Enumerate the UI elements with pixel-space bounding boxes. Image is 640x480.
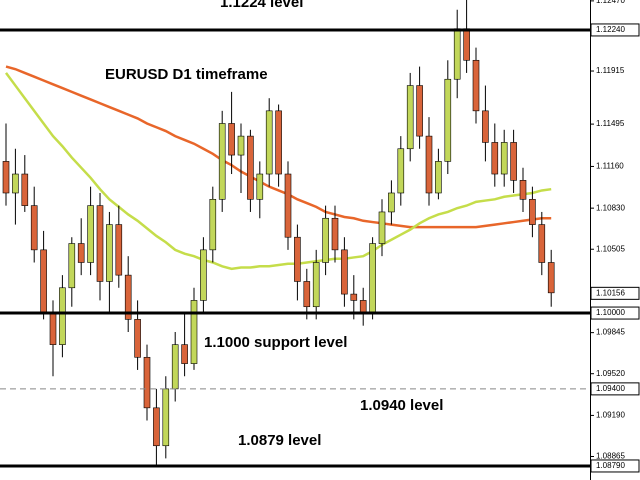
candle-body xyxy=(463,28,470,61)
candle-body xyxy=(49,312,57,345)
level-label-box xyxy=(590,23,640,37)
candle-body xyxy=(247,135,254,200)
moving-average xyxy=(5,65,552,229)
level-label: 1.09400 xyxy=(596,384,625,393)
y-tick-label: 1.10505 xyxy=(596,244,625,253)
candle-body xyxy=(529,199,536,225)
candle-body xyxy=(453,28,461,80)
candle-body xyxy=(12,173,19,194)
candle-body xyxy=(275,110,282,175)
candle-body xyxy=(491,142,499,175)
candle-body xyxy=(30,205,38,251)
candle-body xyxy=(68,243,76,289)
level-label: 1.10000 xyxy=(596,308,625,317)
candle-body xyxy=(472,59,480,112)
candle-body xyxy=(181,344,188,364)
level-label-box xyxy=(590,382,640,396)
candle-body xyxy=(406,85,414,150)
candle-body xyxy=(96,205,104,282)
moving-average xyxy=(4,72,552,271)
candle-body xyxy=(134,319,141,358)
y-tick-label: 1.08865 xyxy=(596,452,625,461)
candle-body xyxy=(435,161,442,194)
candle-body xyxy=(77,243,85,263)
candle-body xyxy=(59,287,66,345)
level-label-box xyxy=(590,459,640,473)
last-price-box xyxy=(590,286,640,300)
candle-body xyxy=(416,85,423,137)
annotation: 1.0879 level xyxy=(238,432,321,449)
candle-body xyxy=(294,236,301,282)
candle-body xyxy=(538,224,546,263)
candle-body xyxy=(284,173,292,238)
y-tick-label: 1.09190 xyxy=(596,411,625,420)
level-label: 1.12240 xyxy=(596,25,625,34)
candle-body xyxy=(200,249,207,301)
candle-body xyxy=(40,249,47,314)
level-label-box xyxy=(590,306,640,320)
candle-body xyxy=(350,293,358,301)
y-tick-label: 1.09520 xyxy=(596,369,625,378)
candle-body xyxy=(369,243,376,314)
candle-body xyxy=(87,205,94,263)
candle-body xyxy=(124,274,132,320)
candle-body xyxy=(388,192,395,213)
candle-body xyxy=(171,344,179,390)
candle-body xyxy=(218,123,226,200)
candle-body xyxy=(425,135,433,194)
candle-body xyxy=(237,135,245,156)
candle-body xyxy=(143,356,151,409)
candle-body xyxy=(115,224,123,276)
candle-body xyxy=(228,123,235,156)
annotation: 1.1000 support level xyxy=(204,334,347,351)
candle-body xyxy=(341,249,348,295)
candle-body xyxy=(190,300,198,364)
candle-body xyxy=(444,78,452,162)
candle-body xyxy=(303,281,311,308)
candle-body xyxy=(482,110,489,143)
candle-body xyxy=(162,388,170,447)
candle-body xyxy=(397,148,405,194)
candle-body xyxy=(547,262,555,294)
candle-body xyxy=(500,142,508,175)
candle-body xyxy=(510,142,517,181)
candle-body xyxy=(21,173,29,206)
y-tick-label: 1.11160 xyxy=(596,162,624,171)
candle-body xyxy=(2,161,10,194)
candle-body xyxy=(322,217,329,263)
candle-body xyxy=(153,407,160,447)
level-label: 1.08790 xyxy=(596,461,625,470)
y-tick-label: 1.10830 xyxy=(596,203,625,212)
annotation: 1.1224 level xyxy=(220,0,303,11)
candle-body xyxy=(378,211,386,244)
y-tick-label: 1.09845 xyxy=(596,328,625,337)
y-tick-label: 1.12470 xyxy=(596,0,625,5)
candle-body xyxy=(209,199,217,251)
candle-body xyxy=(106,224,113,282)
candle-body xyxy=(519,180,527,200)
annotation: 1.0940 level xyxy=(360,397,443,414)
y-tick-label: 1.11915 xyxy=(596,66,625,75)
candle-body xyxy=(359,300,367,314)
candle-body xyxy=(265,110,273,175)
y-tick-label: 1.11495 xyxy=(596,119,625,128)
candle-body xyxy=(312,262,320,308)
candle-body xyxy=(256,173,264,200)
annotation: EURUSD D1 timeframe xyxy=(105,66,268,83)
last-price-label: 1.10156 xyxy=(596,288,625,297)
candle-body xyxy=(331,217,339,251)
